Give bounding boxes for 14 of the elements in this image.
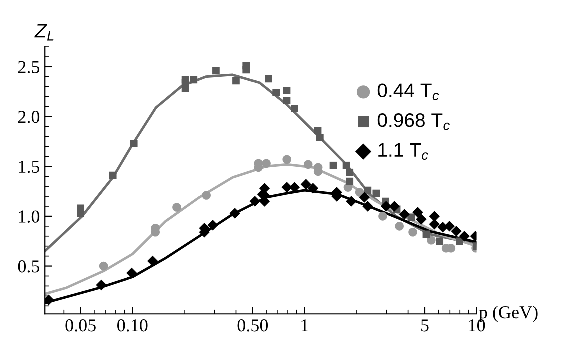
legend-label: 1.1 T$_{c}$ bbox=[378, 143, 428, 160]
y-tick-label: 2.5 bbox=[18, 61, 40, 74]
x-tick-label: 0.05 bbox=[66, 320, 96, 332]
y-tick-label: 2.0 bbox=[18, 111, 40, 124]
x-tick-label: 0.10 bbox=[118, 320, 148, 332]
legend-label: 0.44 T$_{c}$ bbox=[378, 84, 440, 100]
x-tick-label: 0.50 bbox=[238, 320, 268, 332]
x-tick-label: 5 bbox=[422, 320, 429, 332]
y-tick-label: 0.5 bbox=[18, 260, 40, 273]
legend-label: 0.968 T$_{c}$ bbox=[378, 114, 450, 130]
y-tick-label: 1.0 bbox=[19, 210, 40, 223]
y-axis-title: Z$_{L}$ bbox=[34, 24, 54, 41]
x-tick-label: 1 bbox=[302, 320, 308, 332]
y-tick-label: 1.5 bbox=[19, 160, 40, 174]
